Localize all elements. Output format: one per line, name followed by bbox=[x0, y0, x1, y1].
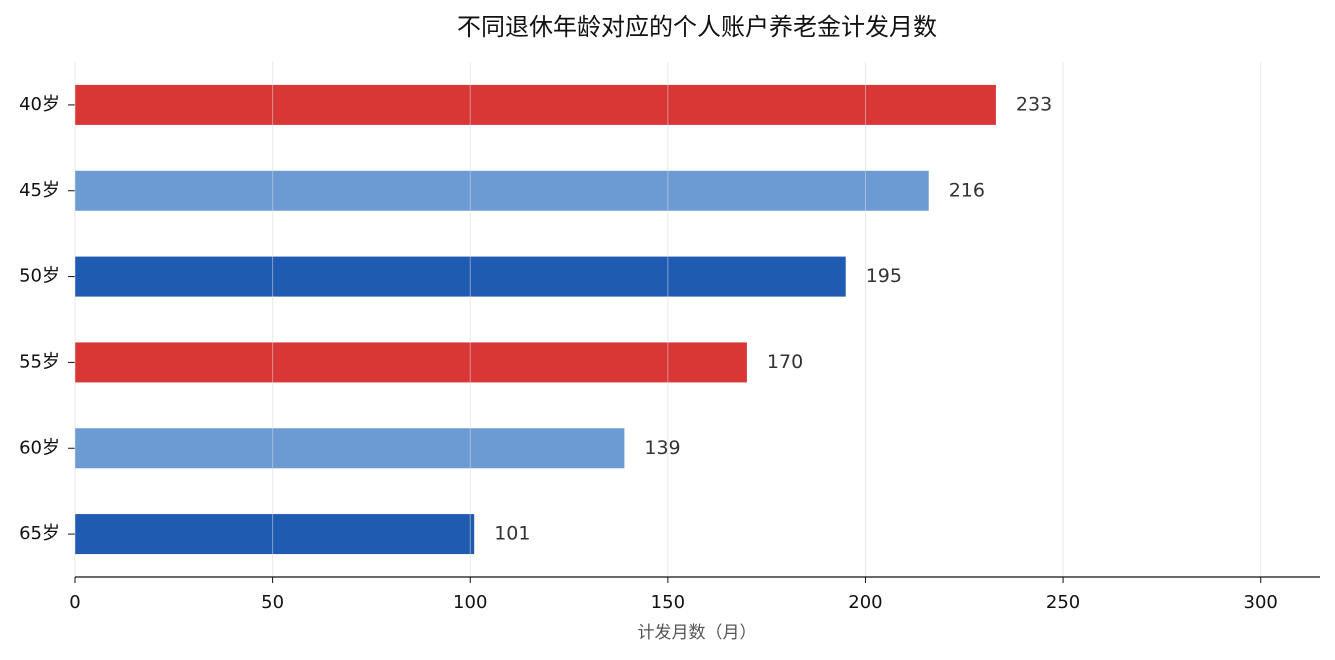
value-label: 233 bbox=[1016, 93, 1052, 115]
bar bbox=[75, 170, 929, 211]
x-tick-label: 100 bbox=[453, 592, 487, 613]
x-axis-label: 计发月数（月） bbox=[638, 623, 757, 643]
y-tick-label: 65岁 bbox=[19, 523, 60, 544]
value-label: 101 bbox=[494, 523, 530, 545]
value-label: 139 bbox=[644, 437, 680, 459]
bar bbox=[75, 84, 996, 125]
y-tick-label: 50岁 bbox=[19, 266, 60, 287]
value-label: 216 bbox=[949, 179, 985, 201]
bar bbox=[75, 514, 475, 555]
y-tick-label: 60岁 bbox=[19, 437, 60, 458]
y-tick-label: 40岁 bbox=[19, 94, 60, 115]
x-tick-label: 200 bbox=[848, 592, 882, 613]
x-tick-label: 150 bbox=[651, 592, 685, 613]
y-tick-label: 45岁 bbox=[19, 180, 60, 201]
bar bbox=[75, 342, 747, 383]
x-tick-label: 50 bbox=[261, 592, 284, 613]
y-tick-label: 55岁 bbox=[19, 351, 60, 372]
bar bbox=[75, 428, 625, 469]
x-tick-label: 250 bbox=[1046, 592, 1080, 613]
x-tick-label: 0 bbox=[69, 592, 80, 613]
value-label: 195 bbox=[866, 265, 902, 287]
chart-title: 不同退休年龄对应的个人账户养老金计发月数 bbox=[457, 13, 937, 41]
value-label: 170 bbox=[767, 351, 803, 373]
bar bbox=[75, 256, 846, 297]
x-tick-label: 300 bbox=[1244, 592, 1278, 613]
